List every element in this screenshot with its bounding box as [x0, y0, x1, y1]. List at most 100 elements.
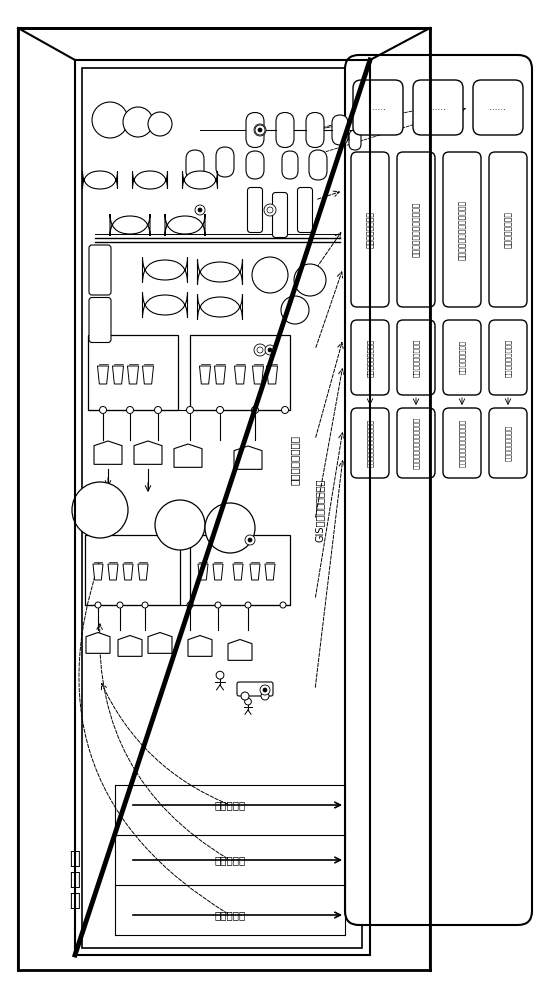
- FancyBboxPatch shape: [110, 214, 150, 236]
- Polygon shape: [234, 446, 262, 469]
- Circle shape: [216, 671, 224, 679]
- Text: ……: ……: [369, 103, 387, 112]
- FancyBboxPatch shape: [298, 188, 313, 232]
- FancyBboxPatch shape: [246, 151, 264, 179]
- FancyBboxPatch shape: [306, 112, 324, 147]
- Bar: [88, 335, 178, 410]
- FancyBboxPatch shape: [237, 682, 273, 696]
- Polygon shape: [86, 633, 110, 653]
- Polygon shape: [265, 564, 275, 580]
- Circle shape: [72, 482, 128, 538]
- FancyBboxPatch shape: [273, 192, 287, 237]
- Text: 高处设施松动、老化、失修: 高处设施松动、老化、失修: [458, 419, 465, 467]
- Circle shape: [267, 207, 273, 213]
- Circle shape: [268, 348, 272, 352]
- Circle shape: [99, 406, 106, 414]
- Polygon shape: [108, 564, 118, 580]
- Circle shape: [217, 406, 224, 414]
- FancyBboxPatch shape: [443, 408, 481, 478]
- Bar: [190, 335, 290, 410]
- Circle shape: [215, 602, 221, 608]
- FancyBboxPatch shape: [397, 320, 435, 395]
- Circle shape: [123, 107, 153, 137]
- FancyBboxPatch shape: [143, 257, 187, 282]
- Polygon shape: [123, 564, 133, 580]
- Polygon shape: [213, 564, 223, 580]
- Text: 关键设备故障停工: 关键设备故障停工: [458, 340, 465, 374]
- FancyBboxPatch shape: [397, 152, 435, 307]
- FancyBboxPatch shape: [165, 214, 205, 236]
- Circle shape: [95, 602, 101, 608]
- Polygon shape: [118, 636, 142, 656]
- FancyBboxPatch shape: [216, 147, 234, 177]
- Circle shape: [205, 503, 255, 553]
- FancyBboxPatch shape: [351, 408, 389, 478]
- FancyBboxPatch shape: [443, 152, 481, 307]
- FancyBboxPatch shape: [198, 294, 242, 320]
- Text: GIS（地理信息系统）: GIS（地理信息系统）: [315, 478, 325, 542]
- FancyBboxPatch shape: [282, 151, 298, 179]
- Circle shape: [281, 296, 309, 324]
- Polygon shape: [199, 366, 211, 384]
- Circle shape: [92, 102, 128, 138]
- Circle shape: [142, 602, 148, 608]
- FancyBboxPatch shape: [143, 292, 187, 318]
- Bar: [190, 535, 290, 605]
- Polygon shape: [143, 366, 153, 384]
- Text: 危
险
源: 危 险 源: [70, 850, 80, 910]
- Polygon shape: [94, 441, 122, 464]
- FancyBboxPatch shape: [443, 320, 481, 395]
- Circle shape: [186, 406, 193, 414]
- Text: 消防设施老化、失修: 消防设施老化、失修: [505, 425, 511, 461]
- FancyBboxPatch shape: [351, 320, 389, 395]
- Circle shape: [155, 500, 205, 550]
- Text: 错切换泵或阀门故障: 错切换泵或阀门故障: [505, 338, 511, 377]
- Polygon shape: [98, 366, 109, 384]
- FancyBboxPatch shape: [489, 320, 527, 395]
- FancyBboxPatch shape: [132, 171, 167, 189]
- Circle shape: [265, 345, 275, 355]
- Polygon shape: [188, 636, 212, 656]
- FancyBboxPatch shape: [247, 188, 262, 232]
- Circle shape: [257, 347, 263, 353]
- FancyBboxPatch shape: [309, 150, 327, 180]
- Circle shape: [252, 257, 288, 293]
- Text: 装置内气相物料内漏: 装置内气相物料内漏: [367, 338, 373, 377]
- FancyBboxPatch shape: [83, 171, 118, 189]
- Circle shape: [281, 406, 288, 414]
- Circle shape: [241, 692, 249, 700]
- FancyBboxPatch shape: [413, 80, 463, 135]
- Circle shape: [117, 602, 123, 608]
- Text: 关键设备漏检误检: 关键设备漏检误检: [366, 211, 375, 248]
- Polygon shape: [112, 366, 124, 384]
- Text: 现场安全操作及自身防护预警: 现场安全操作及自身防护预警: [457, 199, 467, 260]
- FancyBboxPatch shape: [89, 298, 111, 342]
- Text: ……: ……: [429, 103, 447, 112]
- FancyBboxPatch shape: [89, 245, 111, 295]
- Bar: [82, 68, 362, 948]
- Circle shape: [195, 205, 205, 215]
- Text: 设备危险源: 设备危险源: [214, 855, 246, 865]
- Circle shape: [257, 127, 263, 133]
- Text: 石化企业工业现场: 石化企业工业现场: [290, 435, 300, 485]
- Circle shape: [248, 538, 252, 542]
- Circle shape: [264, 204, 276, 216]
- Circle shape: [261, 692, 269, 700]
- FancyBboxPatch shape: [349, 130, 361, 150]
- Circle shape: [252, 406, 259, 414]
- Text: 服务危险源: 服务危险源: [214, 910, 246, 920]
- Circle shape: [254, 124, 266, 136]
- Polygon shape: [267, 366, 278, 384]
- Circle shape: [245, 698, 251, 705]
- FancyBboxPatch shape: [246, 112, 264, 147]
- Circle shape: [198, 208, 202, 212]
- Circle shape: [126, 406, 133, 414]
- FancyBboxPatch shape: [198, 259, 242, 284]
- Circle shape: [260, 685, 270, 695]
- Circle shape: [258, 128, 262, 132]
- Circle shape: [294, 264, 326, 296]
- FancyBboxPatch shape: [353, 80, 403, 135]
- Text: 管道泄漏疏法三公动: 管道泄漏疏法三公动: [413, 338, 419, 377]
- Polygon shape: [93, 564, 103, 580]
- Circle shape: [148, 112, 172, 136]
